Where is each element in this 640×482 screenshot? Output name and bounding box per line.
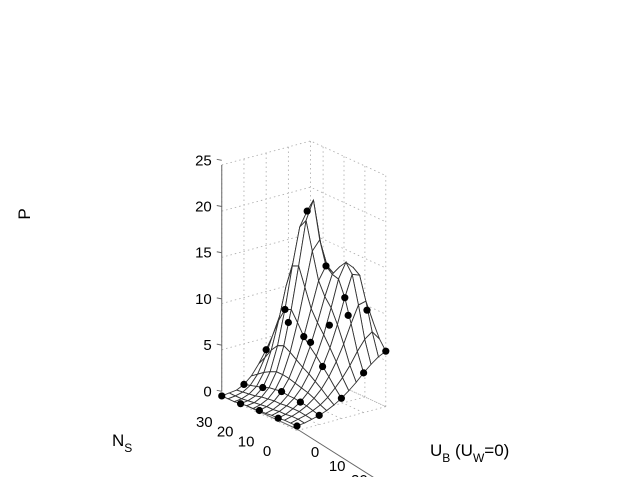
data-point (262, 346, 270, 354)
data-point (303, 207, 311, 215)
z-tick-label: 5 (203, 337, 211, 354)
z-tick (216, 158, 222, 161)
grid-line (221, 186, 386, 223)
z-tick (216, 389, 222, 392)
axes: 05101520250102030010203040 (195, 152, 382, 482)
z-tick-label: 20 (195, 199, 212, 216)
data-point (218, 392, 226, 400)
z-tick-label: 15 (195, 245, 212, 262)
data-markers (218, 207, 390, 430)
data-point (360, 369, 368, 377)
surface-mesh (220, 198, 387, 427)
data-point (255, 406, 263, 415)
data-point (306, 338, 315, 346)
data-point (281, 305, 289, 314)
grid-line (296, 406, 386, 432)
data-point (284, 318, 292, 327)
z-tick (216, 343, 222, 346)
z-tick-label: 0 (203, 383, 211, 400)
data-point (296, 398, 304, 406)
ub-tick-label: 0 (311, 444, 319, 461)
ub-tick-label: 20 (351, 472, 368, 477)
data-point (325, 321, 333, 329)
data-point (344, 311, 352, 319)
data-point (300, 333, 308, 341)
data-point (318, 362, 327, 371)
z-tick (216, 205, 222, 208)
data-point (277, 387, 286, 396)
ns-tick-label: 0 (263, 443, 271, 460)
data-point (293, 422, 301, 430)
data-point (322, 262, 330, 270)
axis-labels: P NS UB (UW=0) (15, 208, 509, 465)
ub-axis-label: UB (UW=0) (430, 441, 509, 465)
ns-tick-label: 30 (196, 414, 213, 431)
data-point (259, 383, 267, 392)
ub-tick-label: 10 (329, 458, 346, 475)
data-point (274, 414, 282, 422)
ns-tick-label: 10 (238, 433, 255, 450)
data-point (315, 411, 323, 419)
z-tick-label: 25 (195, 152, 212, 169)
z-tick (216, 251, 222, 254)
z-tick-label: 10 (195, 291, 212, 308)
data-point (236, 400, 245, 408)
data-point (240, 380, 248, 388)
data-point (341, 294, 349, 302)
z-axis-label: P (15, 208, 34, 219)
ub-axis (296, 428, 382, 482)
z-tick (216, 297, 222, 300)
ns-tick-label: 20 (217, 424, 234, 441)
data-point (363, 306, 371, 314)
data-point (382, 347, 390, 355)
grid-line (221, 140, 386, 176)
ns-axis-label: NS (112, 431, 132, 455)
data-point (337, 394, 345, 402)
